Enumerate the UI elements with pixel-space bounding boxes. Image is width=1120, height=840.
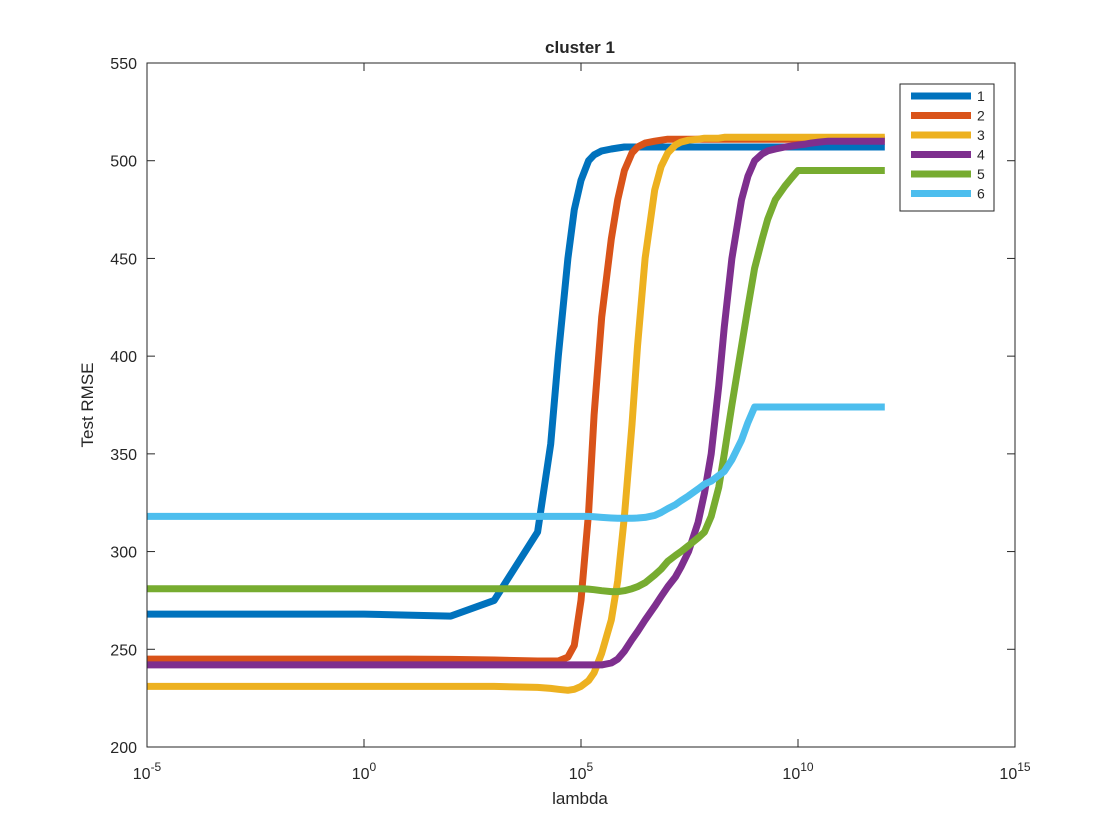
x-tick-label: 100 — [352, 760, 377, 783]
y-tick-label: 550 — [110, 56, 137, 73]
y-tick-label: 450 — [110, 251, 137, 268]
y-tick-label: 250 — [110, 642, 137, 659]
legend-label-6: 6 — [977, 186, 985, 202]
y-tick-label: 200 — [110, 740, 137, 757]
x-tick-label: 10-5 — [133, 760, 162, 783]
legend-label-1: 1 — [977, 88, 985, 104]
y-axis-label: Test RMSE — [78, 362, 97, 447]
series-lines — [147, 133, 885, 694]
legend-label-4: 4 — [977, 147, 985, 163]
series-line-4 — [147, 137, 885, 669]
series-line-3 — [147, 133, 885, 694]
legend-label-2: 2 — [977, 108, 985, 124]
series-line-5 — [147, 167, 885, 596]
y-tick-label: 400 — [110, 349, 137, 366]
x-axis-label: lambda — [552, 789, 608, 808]
series-line-6 — [147, 403, 885, 522]
x-tick-label: 1010 — [782, 760, 813, 783]
legend: 1 2 3 4 5 6 — [899, 83, 995, 212]
y-tick-label: 500 — [110, 154, 137, 171]
chart-title: cluster 1 — [545, 38, 615, 57]
series-line-1 — [147, 143, 885, 620]
y-tick-label: 300 — [110, 545, 137, 562]
legend-label-5: 5 — [977, 166, 985, 182]
legend-label-3: 3 — [977, 127, 985, 143]
y-tick-label: 350 — [110, 447, 137, 464]
legend-box — [899, 83, 995, 212]
x-tick-label: 1015 — [999, 760, 1030, 783]
x-tick-label: 105 — [569, 760, 594, 783]
axis-ticks: 200 250 300 350 400 450 500 550 10-5 100 105 1010 10… — [110, 56, 1031, 783]
